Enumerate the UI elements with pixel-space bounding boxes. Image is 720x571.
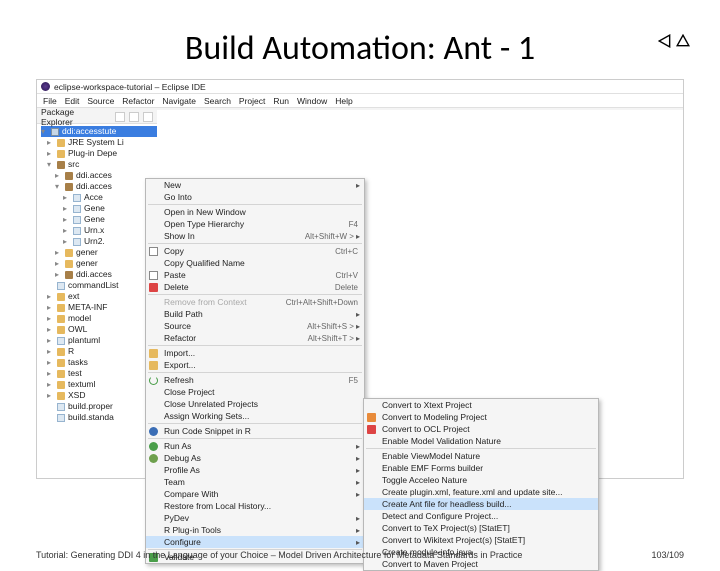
window-title: eclipse-workspace-tutorial – Eclipse IDE <box>54 82 206 92</box>
menu-item[interactable]: Assign Working Sets... <box>146 410 364 422</box>
up-icon[interactable] <box>676 34 690 48</box>
menu-item[interactable]: Convert to Xtext Project <box>364 399 598 411</box>
menu-item[interactable]: Create plugin.xml, feature.xml and updat… <box>364 486 598 498</box>
tree-item[interactable]: ▸META-INF <box>41 302 157 313</box>
tree-item[interactable]: ▸textuml <box>41 379 157 390</box>
menu-file[interactable]: File <box>43 96 57 106</box>
menu-item[interactable]: Convert to Modeling Project <box>364 411 598 423</box>
menu-item[interactable]: RefactorAlt+Shift+T >▸ <box>146 332 364 344</box>
tree-item[interactable]: ▸ddi.acces <box>41 170 157 181</box>
menu-item[interactable]: Run Code Snippet in R <box>146 425 364 437</box>
menu-item[interactable]: Convert to Wikitext Project(s) [StatET] <box>364 534 598 546</box>
explorer-btn-1[interactable] <box>115 112 125 122</box>
menu-item[interactable]: New▸ <box>146 179 364 191</box>
menu-item[interactable]: Profile As▸ <box>146 464 364 476</box>
footer-right: 103/109 <box>651 550 684 560</box>
tree-item[interactable]: ▸Urn.x <box>41 225 157 236</box>
menu-edit[interactable]: Edit <box>65 96 80 106</box>
menu-navigate[interactable]: Navigate <box>162 96 196 106</box>
explorer-label: Package Explorer <box>41 107 107 127</box>
footer-left: Tutorial: Generating DDI 4 in the Langua… <box>36 550 522 560</box>
tree-item[interactable]: ▸gener <box>41 258 157 269</box>
tree-item[interactable]: ▸XSD <box>41 390 157 401</box>
project-tree[interactable]: ▾ddi:accesstute▸JRE System Li▸Plug-in De… <box>37 124 157 425</box>
menu-item[interactable]: Show InAlt+Shift+W >▸ <box>146 230 364 242</box>
menu-item[interactable]: Convert to TeX Project(s) [StatET] <box>364 522 598 534</box>
menu-item: Remove from ContextCtrl+Alt+Shift+Down <box>146 296 364 308</box>
explorer-btn-3[interactable] <box>143 112 153 122</box>
menu-project[interactable]: Project <box>239 96 265 106</box>
menu-item[interactable]: Run As▸ <box>146 440 364 452</box>
configure-submenu[interactable]: Convert to Xtext ProjectConvert to Model… <box>363 398 599 571</box>
tree-item[interactable]: ▸Gene <box>41 203 157 214</box>
menu-item[interactable]: Open Type HierarchyF4 <box>146 218 364 230</box>
menu-search[interactable]: Search <box>204 96 231 106</box>
tree-item[interactable]: ▾ddi:accesstute <box>41 126 157 137</box>
tree-item[interactable]: ▸R <box>41 346 157 357</box>
tree-item[interactable]: build.standa <box>41 412 157 423</box>
tree-item[interactable]: commandList <box>41 280 157 291</box>
tree-item[interactable]: ▸Acce <box>41 192 157 203</box>
slide-footer: Tutorial: Generating DDI 4 in the Langua… <box>36 550 684 560</box>
tree-item[interactable]: ▸tasks <box>41 357 157 368</box>
prev-icon[interactable] <box>658 34 672 48</box>
menu-item[interactable]: Compare With▸ <box>146 488 364 500</box>
tree-item[interactable]: ▸test <box>41 368 157 379</box>
menu-item[interactable]: Detect and Configure Project... <box>364 510 598 522</box>
slide-title: Build Automation: Ant - 1 <box>0 28 720 69</box>
menu-item[interactable]: R Plug-in Tools▸ <box>146 524 364 536</box>
explorer-btn-2[interactable] <box>129 112 139 122</box>
menu-refactor[interactable]: Refactor <box>122 96 154 106</box>
tree-item[interactable]: ▾src <box>41 159 157 170</box>
tree-item[interactable]: ▸Plug-in Depe <box>41 148 157 159</box>
tree-item[interactable]: ▸plantuml <box>41 335 157 346</box>
menu-item[interactable]: Create Ant file for headless build... <box>364 498 598 510</box>
menu-window[interactable]: Window <box>297 96 327 106</box>
eclipse-titlebar: eclipse-workspace-tutorial – Eclipse IDE <box>37 80 683 94</box>
menu-item[interactable]: Build Path▸ <box>146 308 364 320</box>
menu-item[interactable]: Close Project <box>146 386 364 398</box>
menu-item[interactable]: PyDev▸ <box>146 512 364 524</box>
menu-item[interactable]: Enable ViewModel Nature <box>364 450 598 462</box>
menu-item[interactable]: Enable Model Validation Nature <box>364 435 598 447</box>
menu-item[interactable]: Debug As▸ <box>146 452 364 464</box>
menu-item[interactable]: Enable EMF Forms builder <box>364 462 598 474</box>
package-explorer: Package Explorer ▾ddi:accesstute▸JRE Sys… <box>37 110 157 478</box>
menu-item[interactable]: Go Into <box>146 191 364 203</box>
tree-item[interactable]: ▸JRE System Li <box>41 137 157 148</box>
menu-item[interactable]: Convert to OCL Project <box>364 423 598 435</box>
context-menu[interactable]: New▸Go Into Open in New WindowOpen Type H… <box>145 178 365 564</box>
tree-item[interactable]: ▸OWL <box>41 324 157 335</box>
tree-item[interactable]: ▸gener <box>41 247 157 258</box>
menu-item[interactable]: Open in New Window <box>146 206 364 218</box>
menu-item[interactable]: DeleteDelete <box>146 281 364 293</box>
tree-item[interactable]: ▾ddi.acces <box>41 181 157 192</box>
menu-run[interactable]: Run <box>273 96 289 106</box>
menu-item[interactable]: Team▸ <box>146 476 364 488</box>
tree-item[interactable]: ▸ext <box>41 291 157 302</box>
menu-item[interactable]: Import... <box>146 347 364 359</box>
menu-item[interactable]: Configure▸ <box>146 536 364 548</box>
menu-item[interactable]: Toggle Acceleo Nature <box>364 474 598 486</box>
tree-item[interactable]: ▸Gene <box>41 214 157 225</box>
menubar: File Edit Source Refactor Navigate Searc… <box>37 94 683 108</box>
menu-item[interactable]: SourceAlt+Shift+S >▸ <box>146 320 364 332</box>
menu-item[interactable]: PasteCtrl+V <box>146 269 364 281</box>
tree-item[interactable]: ▸Urn2. <box>41 236 157 247</box>
tree-item[interactable]: ▸model <box>41 313 157 324</box>
tree-item[interactable]: ▸ddi.acces <box>41 269 157 280</box>
menu-item[interactable]: Export... <box>146 359 364 371</box>
slide-nav-icons <box>658 34 690 48</box>
eclipse-icon <box>41 82 50 91</box>
menu-source[interactable]: Source <box>87 96 114 106</box>
menu-item[interactable]: Close Unrelated Projects <box>146 398 364 410</box>
menu-help[interactable]: Help <box>335 96 352 106</box>
menu-item[interactable]: Copy Qualified Name <box>146 257 364 269</box>
menu-item[interactable]: CopyCtrl+C <box>146 245 364 257</box>
menu-item[interactable]: Restore from Local History... <box>146 500 364 512</box>
tree-item[interactable]: build.proper <box>41 401 157 412</box>
menu-item[interactable]: RefreshF5 <box>146 374 364 386</box>
